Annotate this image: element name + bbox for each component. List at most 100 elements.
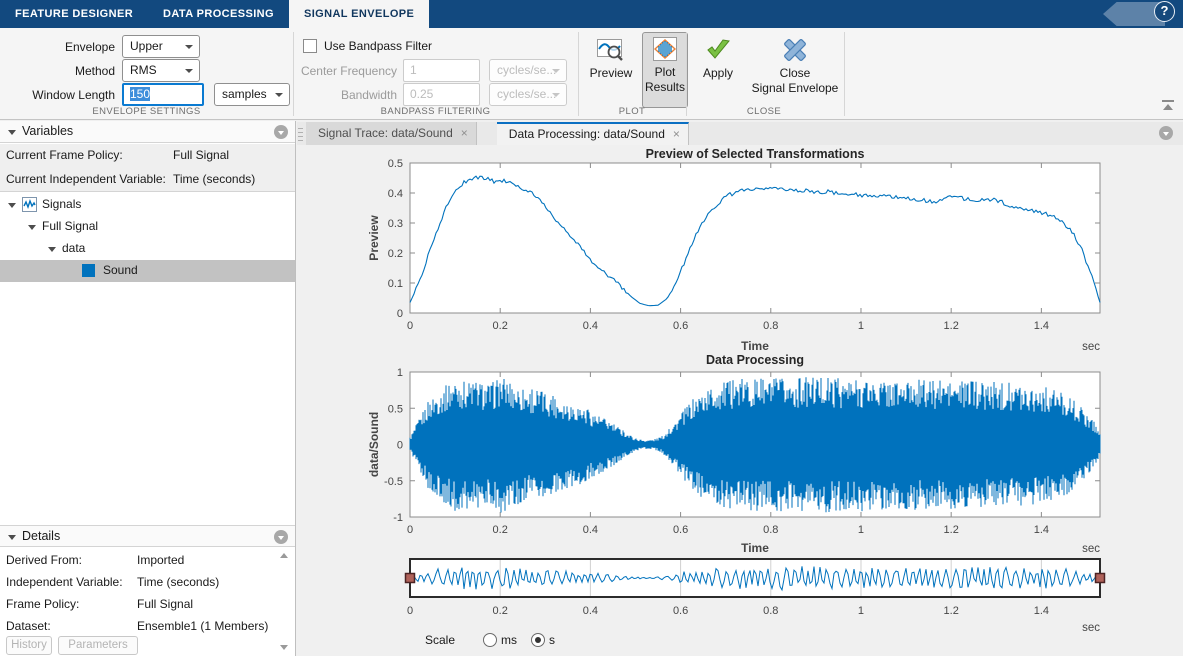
center-frequency-label: Center Frequency — [300, 64, 397, 78]
document-tab-label: Data Processing: data/Sound — [508, 127, 665, 141]
scale-ms-radio[interactable] — [483, 633, 497, 647]
window-units-dropdown[interactable]: samples — [214, 83, 290, 106]
svg-text:0.2: 0.2 — [388, 248, 403, 260]
apply-check-icon — [707, 39, 730, 59]
document-tab-2[interactable]: Data Processing: data/Sound × — [496, 122, 689, 145]
bandwidth-value: 0.25 — [410, 87, 434, 101]
tree-item-signals[interactable]: Signals — [0, 194, 295, 216]
use-bandpass-label: Use Bandpass Filter — [324, 39, 433, 53]
svg-text:0.1: 0.1 — [388, 278, 403, 290]
svg-text:0: 0 — [397, 308, 403, 320]
envelope-settings-section-title: ENVELOPE SETTINGS — [92, 106, 201, 117]
collapse-triangle-icon[interactable] — [8, 130, 16, 135]
ribbon-tab-signal-envelope[interactable]: SIGNAL ENVELOPE — [288, 0, 430, 28]
envelope-label: Envelope — [64, 40, 115, 54]
collapse-triangle-icon[interactable] — [28, 225, 36, 230]
toolstrip-banner: FEATURE DESIGNER DATA PROCESSING SIGNAL EN… — [0, 0, 1183, 28]
plot-results-label-line2: Results — [644, 80, 685, 94]
scroll-up-arrow[interactable] — [280, 553, 288, 558]
ribbon-tab-data-processing[interactable]: DATA PROCESSING — [163, 8, 274, 20]
variables-panel-title: Variables — [22, 124, 74, 138]
plot-results-button[interactable]: Plot Results — [642, 32, 688, 108]
details-row: Independent Variable: Time (seconds) — [0, 571, 280, 595]
svg-text:Time: Time — [741, 339, 769, 352]
chevron-down-icon — [552, 69, 560, 73]
use-bandpass-checkbox[interactable] — [303, 39, 317, 53]
tree-item-label: Full Signal — [42, 219, 99, 233]
ribbon: Envelope Upper Method RMS Window Length … — [0, 28, 1183, 120]
svg-text:0.4: 0.4 — [583, 605, 598, 617]
svg-text:0.2: 0.2 — [493, 524, 508, 536]
tab-strip-menu-icon[interactable] — [1159, 126, 1173, 140]
tree-item-sound[interactable]: Sound — [0, 260, 295, 282]
close-icon[interactable]: × — [672, 127, 680, 141]
scale-ms-label: ms — [501, 633, 517, 647]
apply-button[interactable]: Apply — [692, 32, 744, 102]
svg-text:0.2: 0.2 — [493, 320, 508, 332]
scroll-down-arrow[interactable] — [280, 645, 288, 650]
window-length-value: 150 — [130, 87, 151, 101]
preview-button[interactable]: Preview — [584, 32, 638, 102]
help-button[interactable]: ? — [1154, 1, 1175, 22]
document-tab-label: Signal Trace: data/Sound — [318, 126, 453, 140]
collapse-triangle-icon[interactable] — [8, 203, 16, 208]
close-icon[interactable]: × — [460, 126, 468, 140]
tree-item-full-signal[interactable]: Full Signal — [0, 216, 295, 238]
details-label: Independent Variable: — [6, 575, 123, 589]
svg-text:data/Sound: data/Sound — [367, 412, 381, 477]
preview-button-label: Preview — [589, 66, 633, 80]
scale-s-radio[interactable] — [531, 633, 545, 647]
document-tab-1[interactable]: Signal Trace: data/Sound × — [306, 122, 477, 145]
collapse-triangle-icon[interactable] — [8, 535, 16, 540]
envelope-dropdown[interactable]: Upper — [122, 35, 200, 58]
svg-text:0.6: 0.6 — [673, 605, 688, 617]
details-panel-header[interactable]: Details — [0, 525, 295, 547]
svg-text:Time: Time — [741, 541, 769, 555]
svg-text:0.4: 0.4 — [583, 320, 598, 332]
collapse-triangle-icon[interactable] — [48, 247, 56, 252]
bandwidth-label: Bandwidth — [340, 88, 397, 102]
info-label: Current Frame Policy: — [6, 148, 123, 162]
bandwidth-input: 0.25 — [403, 83, 480, 106]
panner-left-handle[interactable] — [404, 572, 416, 584]
scale-s-label: s — [549, 633, 555, 647]
close-signal-envelope-button[interactable]: Close Signal Envelope — [748, 32, 842, 108]
svg-text:0: 0 — [407, 605, 413, 617]
tree-item-data[interactable]: data — [0, 238, 295, 260]
svg-text:-1: -1 — [393, 512, 403, 524]
ribbon-tab-feature-designer[interactable]: FEATURE DESIGNER — [15, 8, 134, 20]
chevron-down-icon — [185, 45, 193, 49]
preview-chart: Preview of Selected Transformations 0 0.2 0… — [367, 147, 1101, 352]
sidebar: Variables Current Frame Policy: Full Sign… — [0, 121, 296, 656]
parameters-button: Parameters — [58, 636, 138, 655]
details-menu-icon[interactable] — [274, 530, 288, 544]
method-dropdown[interactable]: RMS — [122, 59, 200, 82]
details-row: Dataset: Ensemble1 (1 Members) — [0, 615, 280, 639]
apply-button-label: Apply — [702, 66, 734, 80]
variables-info-row: Current Independent Variable: Time (secon… — [0, 168, 295, 192]
ribbon-divider — [578, 32, 579, 116]
variables-info-block: Current Frame Policy: Full Signal Current … — [0, 144, 295, 192]
collapse-ribbon-button[interactable] — [1161, 100, 1175, 112]
svg-text:1.4: 1.4 — [1034, 524, 1049, 536]
svg-text:0.8: 0.8 — [763, 524, 778, 536]
variables-menu-icon[interactable] — [274, 125, 288, 139]
close-button-label-line1: Close — [779, 66, 811, 80]
svg-text:0.8: 0.8 — [763, 320, 778, 332]
svg-text:1: 1 — [858, 524, 864, 536]
center-frequency-units-dropdown: cycles/se... — [489, 59, 567, 82]
svg-text:0: 0 — [407, 320, 413, 332]
svg-text:0.3: 0.3 — [388, 218, 403, 230]
chevron-down-icon — [185, 69, 193, 73]
panner-right-handle[interactable] — [1094, 572, 1106, 584]
close-section-title: CLOSE — [746, 106, 782, 117]
envelope-dropdown-value: Upper — [130, 39, 163, 53]
panner-overview: 0 0.2 0.4 0.6 0.8 1 1.2 1.4 sec — [404, 558, 1106, 632]
tree-item-label: Sound — [103, 263, 138, 277]
window-length-input[interactable]: 150 — [122, 83, 204, 106]
variables-panel-header[interactable]: Variables — [0, 121, 295, 143]
info-value: Full Signal — [173, 148, 230, 162]
plot-results-label-line1: Plot — [654, 65, 676, 79]
tab-strip-grip[interactable] — [298, 125, 305, 143]
ribbon-divider — [686, 32, 687, 116]
